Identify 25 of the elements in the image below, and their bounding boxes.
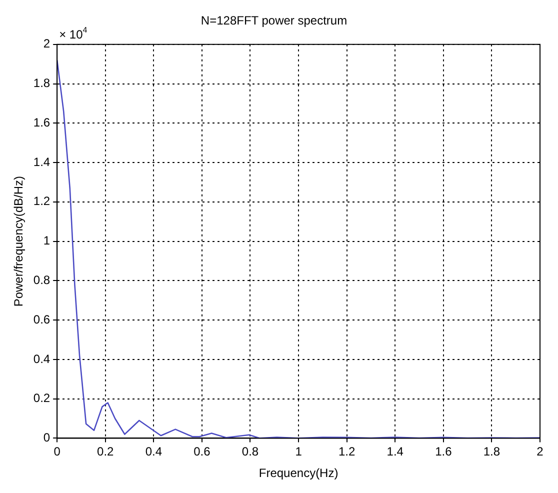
y-tick-label: 1 xyxy=(43,234,50,248)
y-tick-label: 0.6 xyxy=(33,312,50,326)
y-tick-label: 1.8 xyxy=(33,76,50,90)
x-tick-label: 0.2 xyxy=(97,444,114,459)
x-tick-label: 0.6 xyxy=(194,444,211,459)
y-tick-label: 0.2 xyxy=(33,391,50,406)
x-tick-label: 1.6 xyxy=(435,444,452,459)
x-tick-label: 1 xyxy=(295,444,302,459)
y-tick-label: 0.4 xyxy=(33,352,50,366)
x-tick-label: 1.4 xyxy=(386,444,404,459)
x-tick-label: 1.8 xyxy=(483,444,500,459)
x-tick-label: 0.8 xyxy=(242,444,259,459)
y-tick-label: 1.4 xyxy=(33,154,50,169)
x-axis-title: Frequency(Hz) xyxy=(258,466,338,480)
y-axis-title: Power/frequency(dB/Hz) xyxy=(12,176,26,307)
y-tick-label: 2 xyxy=(43,36,50,51)
x-tick-label: 1.2 xyxy=(338,444,356,459)
y-tick-label: 0 xyxy=(43,430,50,445)
y-tick-label: 1.6 xyxy=(33,115,50,130)
chart-title: N=128FFT power spectrum xyxy=(200,14,348,28)
x-tick-label: 2 xyxy=(536,444,544,459)
y-tick-label: 0.8 xyxy=(33,272,50,287)
x-tick-label: 0.4 xyxy=(145,444,162,459)
x-tick-label: 0 xyxy=(54,444,61,459)
y-tick-label: 1.2 xyxy=(33,194,50,208)
